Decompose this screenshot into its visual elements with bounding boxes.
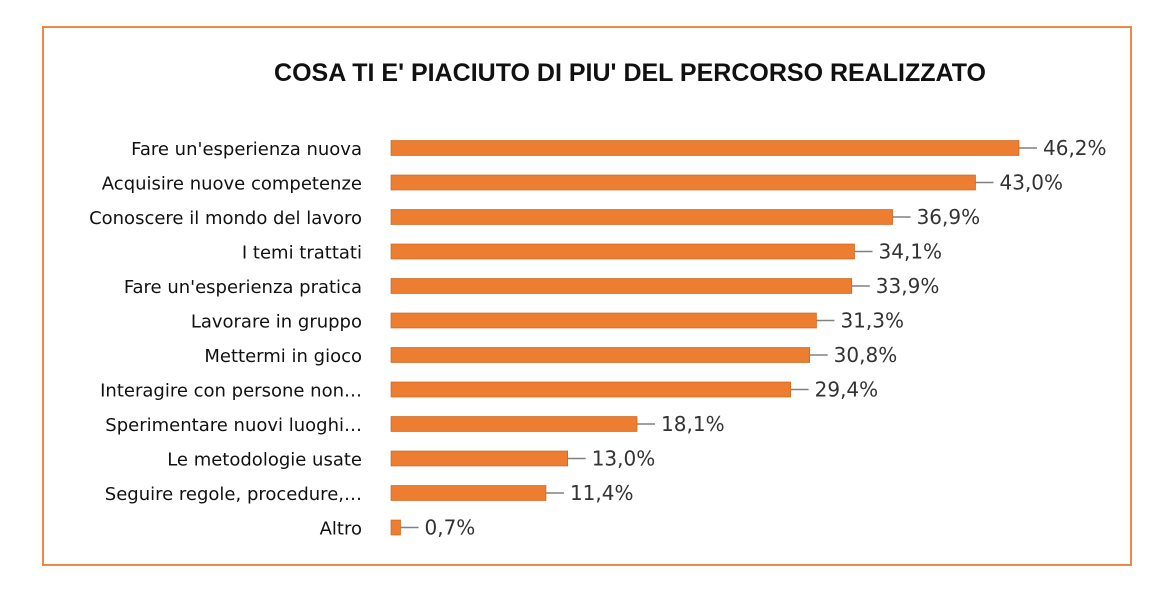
category-label: Altro [320, 519, 362, 540]
value-label: 33,9% [876, 274, 940, 298]
category-label: Lavorare in gruppo [191, 312, 362, 333]
value-label: 30,8% [834, 343, 898, 367]
bar [390, 140, 1020, 156]
chart-title: COSA TI E' PIACIUTO DI PIU' DEL PERCORSO… [274, 59, 986, 87]
value-label: 0,7% [425, 516, 476, 540]
category-label: Mettermi in gioco [204, 346, 362, 367]
value-label: 46,2% [1043, 136, 1107, 160]
bar [390, 347, 810, 363]
bar [390, 312, 817, 329]
value-label: 31,3% [840, 309, 904, 333]
category-label: Fare un'esperienza nuova [131, 139, 362, 160]
value-label: 13,0% [592, 447, 656, 471]
value-label: 36,9% [917, 205, 981, 229]
value-label: 11,4% [570, 481, 634, 505]
value-label: 29,4% [815, 378, 879, 402]
bar [390, 243, 855, 260]
category-label: Conoscere il mondo del lavoro [89, 208, 362, 229]
bar [390, 209, 893, 225]
value-label: 43,0% [1000, 171, 1064, 195]
value-label: 18,1% [661, 412, 725, 436]
category-label: Seguire regole, procedure,… [105, 484, 362, 505]
category-label: I temi trattati [242, 243, 362, 264]
category-label: Interagire con persone non… [100, 381, 362, 402]
bar [390, 381, 791, 398]
bar [390, 485, 547, 501]
category-label: Acquisire nuove competenze [102, 174, 362, 195]
bar [390, 278, 853, 294]
category-label: Le metodologie usate [167, 450, 362, 471]
bar [390, 174, 976, 191]
bar [390, 416, 638, 432]
bar [390, 519, 401, 536]
category-label: Sperimentare nuovi luoghi… [105, 415, 362, 436]
value-label: 34,1% [879, 240, 943, 264]
category-label: Fare un'esperienza pratica [124, 277, 362, 298]
chart-frame [42, 26, 1132, 566]
bar [390, 450, 569, 467]
